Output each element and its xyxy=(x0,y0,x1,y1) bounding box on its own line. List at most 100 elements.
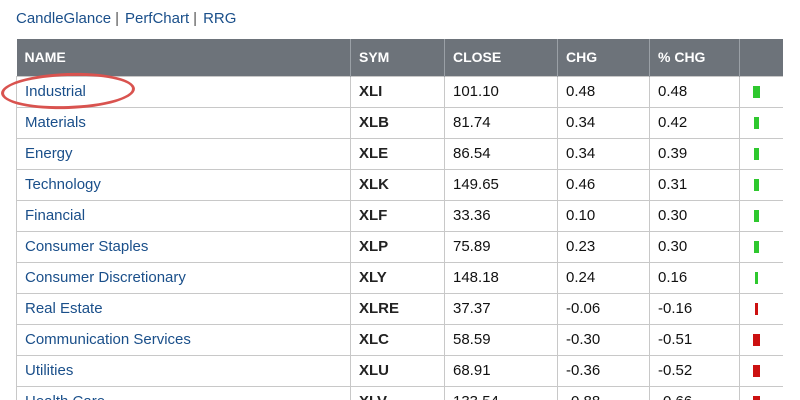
column-header-pct-chg[interactable]: % CHG xyxy=(649,39,740,76)
table-header-row: NAME SYM CLOSE CHG % CHG xyxy=(16,39,783,76)
sector-name-link[interactable]: Utilities xyxy=(25,362,74,379)
nav-link-perfchart[interactable]: PerfChart xyxy=(124,10,190,27)
chg-cell: 0.34 xyxy=(557,106,650,139)
column-header-chg[interactable]: CHG xyxy=(557,39,650,76)
change-bar xyxy=(754,117,759,130)
sector-name-cell: Industrial xyxy=(16,75,351,108)
table-row[interactable]: Materials XLB 81.74 0.34 0.42 xyxy=(16,106,783,139)
close-cell: 86.54 xyxy=(444,137,558,170)
sector-name-cell: Energy xyxy=(16,137,351,170)
close-cell: 101.10 xyxy=(444,75,558,108)
sector-name-link[interactable]: Real Estate xyxy=(25,300,103,317)
change-bar xyxy=(754,241,759,254)
symbol-cell: XLF xyxy=(350,199,445,232)
chg-cell: -0.36 xyxy=(557,354,650,387)
chg-cell: 0.48 xyxy=(557,75,650,108)
change-bar-cell xyxy=(739,292,783,325)
sector-name-link[interactable]: Materials xyxy=(25,114,86,131)
sector-name-cell: Health Care xyxy=(16,385,351,400)
table-row[interactable]: Health Care XLV133.54-0.88-0.66 xyxy=(16,385,783,400)
table-row[interactable]: Energy XLE 86.54 0.34 0.39 xyxy=(16,137,783,170)
pct-chg-cell: 0.42 xyxy=(649,106,740,139)
close-cell: 75.89 xyxy=(444,230,558,263)
column-header-close[interactable]: CLOSE xyxy=(444,39,558,76)
sector-performance-table: NAME SYM CLOSE CHG % CHG Industrial XLI 10… xyxy=(16,39,783,400)
table-row[interactable]: Financial XLF 33.36 0.10 0.30 xyxy=(16,199,783,232)
sector-name-link[interactable]: Health Care xyxy=(25,393,105,400)
column-header-name[interactable]: NAME xyxy=(16,39,351,76)
column-header-bar xyxy=(739,39,783,76)
chg-cell: 0.24 xyxy=(557,261,650,294)
pct-chg-cell: 0.16 xyxy=(649,261,740,294)
change-bar xyxy=(753,334,760,347)
chg-cell: -0.06 xyxy=(557,292,650,325)
symbol-cell: XLRE xyxy=(350,292,445,325)
column-header-sym[interactable]: SYM xyxy=(350,39,445,76)
close-cell: 58.59 xyxy=(444,323,558,356)
table-row[interactable]: Real Estate XLRE 37.37 -0.06 -0.16 xyxy=(16,292,783,325)
change-bar-cell xyxy=(739,261,783,294)
sector-name-link[interactable]: Financial xyxy=(25,207,86,224)
table-row[interactable]: Communication Services XLC 58.59 -0.30 -0.51 xyxy=(16,323,783,356)
change-bar xyxy=(753,396,760,400)
sector-name-cell: Financial xyxy=(16,199,351,232)
change-bar-cell xyxy=(739,385,783,400)
sector-name-cell: Utilities xyxy=(16,354,351,387)
close-cell: 37.37 xyxy=(444,292,558,325)
sector-name-link[interactable]: Consumer Staples xyxy=(25,238,149,255)
pct-chg-cell: 0.30 xyxy=(649,230,740,263)
sector-name-cell: Consumer Staples xyxy=(16,230,351,263)
chg-cell: 0.23 xyxy=(557,230,650,263)
change-bar xyxy=(753,365,760,378)
symbol-cell: XLK xyxy=(350,168,445,201)
symbol-cell: XLY xyxy=(350,261,445,294)
close-cell: 149.65 xyxy=(444,168,558,201)
change-bar xyxy=(753,86,760,99)
symbol-cell: XLU xyxy=(350,354,445,387)
change-bar-cell xyxy=(739,354,783,387)
change-bar xyxy=(754,148,759,161)
nav-link-rrg[interactable]: RRG xyxy=(203,10,237,27)
pct-chg-cell: -0.16 xyxy=(649,292,740,325)
chg-cell: 0.10 xyxy=(557,199,650,232)
close-cell: 133.54 xyxy=(444,385,558,400)
symbol-cell: XLV xyxy=(350,385,445,400)
chart-type-nav: CandleGlance | PerfChart | RRG xyxy=(16,8,236,30)
table-row[interactable]: Consumer Staples XLP 75.89 0.23 0.30 xyxy=(16,230,783,263)
sector-name-cell: Real Estate xyxy=(16,292,351,325)
change-bar-cell xyxy=(739,168,783,201)
pct-chg-cell: 0.48 xyxy=(649,75,740,108)
change-bar xyxy=(754,179,759,192)
change-bar-cell xyxy=(739,75,783,108)
sector-name-link[interactable]: Communication Services xyxy=(25,331,191,348)
pct-chg-cell: 0.31 xyxy=(649,168,740,201)
sector-name-cell: Consumer Discretionary xyxy=(16,261,351,294)
nav-link-candleglance[interactable]: CandleGlance xyxy=(16,10,112,27)
table-row[interactable]: Utilities XLU 68.91 -0.36 -0.52 xyxy=(16,354,783,387)
table-row[interactable]: Consumer Discretionary XLY 148.18 0.24 0.16 xyxy=(16,261,783,294)
pct-chg-cell: 0.39 xyxy=(649,137,740,170)
sector-name-link[interactable]: Consumer Discretionary xyxy=(25,269,186,286)
symbol-cell: XLB xyxy=(350,106,445,139)
table-row[interactable]: Technology XLK 149.65 0.46 0.31 xyxy=(16,168,783,201)
change-bar xyxy=(755,303,758,316)
symbol-cell: XLP xyxy=(350,230,445,263)
sector-name-cell: Communication Services xyxy=(16,323,351,356)
pct-chg-cell: -0.51 xyxy=(649,323,740,356)
close-cell: 148.18 xyxy=(444,261,558,294)
sector-name-link[interactable]: Technology xyxy=(25,176,101,193)
sector-name-link[interactable]: Industrial xyxy=(25,83,86,100)
close-cell: 68.91 xyxy=(444,354,558,387)
change-bar-cell xyxy=(739,106,783,139)
change-bar xyxy=(755,272,758,285)
sector-name-link[interactable]: Energy xyxy=(25,145,73,162)
table-row[interactable]: Industrial XLI 101.10 0.48 0.48 xyxy=(16,75,783,108)
sector-name-cell: Materials xyxy=(16,106,351,139)
change-bar-cell xyxy=(739,137,783,170)
change-bar-cell xyxy=(739,323,783,356)
close-cell: 33.36 xyxy=(444,199,558,232)
pct-chg-cell: 0.30 xyxy=(649,199,740,232)
chg-cell: 0.46 xyxy=(557,168,650,201)
chg-cell: 0.34 xyxy=(557,137,650,170)
change-bar xyxy=(754,210,759,223)
